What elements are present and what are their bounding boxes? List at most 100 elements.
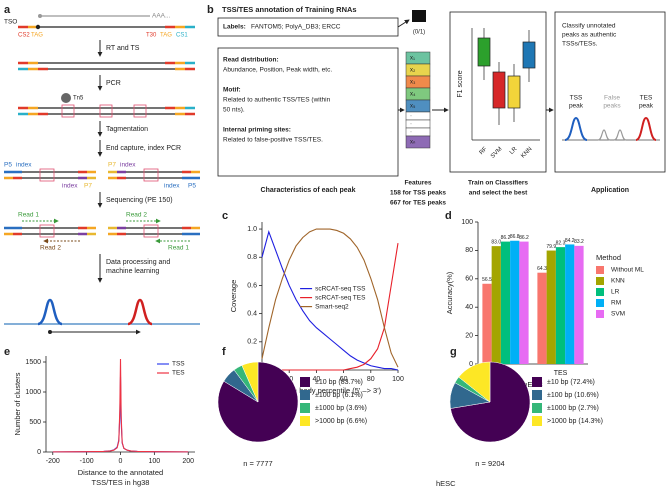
y-tick-label: 0 [37,449,41,456]
label: Internal priming sites: [223,127,291,134]
value-label: 56.5 [482,277,492,283]
x-tick-label: 60 [340,376,348,383]
bar [546,250,556,364]
label: Tn5 [73,96,84,102]
legend-label: KNN [611,278,625,285]
panel-label: g [450,346,457,358]
panel-label: f [222,346,226,358]
x-tick-label: 80 [367,376,375,383]
x-tick-label: 100 [149,458,161,465]
legend-swatch [532,377,542,387]
label-square [412,10,426,22]
x-tick-label: 0 [119,458,123,465]
label: x₁ [410,56,415,62]
label: (0/1) [413,30,425,36]
label: TSS [570,95,583,102]
legend-label: ±10 bp [547,379,568,386]
y-axis-label: Number of clusters [13,372,22,435]
insert [39,168,55,182]
tes-peak [127,298,153,326]
y-tick-label: 0.2 [247,339,257,346]
y-axis-label: Accuracy(%) [445,271,454,314]
value-label: 64.3 [537,266,547,272]
y-axis-label: Coverage [229,280,238,313]
y-tick-label: 0 [469,361,473,368]
arrow [397,19,410,28]
y-tick-label: 40 [465,304,473,311]
value-label: 86.8 [510,234,520,240]
x-tick-label: 40 [313,376,321,383]
line-series [262,243,399,371]
legend-label: Without ML [611,267,644,274]
value-label: 79.9 [546,244,556,250]
y-tick-label: 1000 [25,389,41,396]
legend-title: Method [596,253,621,262]
label: 667 for TES peaks [390,200,446,207]
label: FANTOM5; PolyA_DB3; ERCC [251,24,341,31]
label: LR [509,146,519,156]
label: CS1 [176,33,188,39]
legend-label: Smart-seq2 [315,303,349,310]
label: Related to false-positive TSS/TES. [223,137,323,144]
label: RF [479,146,489,156]
label: TAG [31,33,43,39]
value-label: 86.2 [501,235,511,241]
label: peaks as authentic [562,32,617,39]
insert [143,168,159,182]
legend-label: ±100 bp [547,392,572,399]
insert [99,104,113,118]
label: · [410,114,412,120]
label: and select the best [469,190,528,197]
label: Labels: [223,24,246,31]
label: Sequencing (PE 150) [106,197,173,204]
value-label: (10.6%) [574,392,599,399]
value-label: (14.3%) [578,418,603,425]
value-label: 82.3 [556,240,566,246]
x-tick-label: -200 [46,458,60,465]
label: F1 score [457,70,464,97]
characteristics-box [217,47,399,177]
label: Features [404,180,431,187]
legend-swatch [300,416,310,426]
shared-label: hESC [436,479,456,488]
bar [519,241,529,364]
label: Application [591,187,629,194]
rna-cap [38,14,42,18]
x-tick-label: -100 [80,458,94,465]
panel-label: e [4,346,10,358]
pie-slice [458,361,491,403]
legend-label: >1000 bp [547,418,576,425]
label: Read 1 [168,245,189,252]
label: TSO [4,19,17,26]
label: TES [640,95,653,102]
pie-note: n = 9204 [475,459,504,468]
label: Related to authentic TSS/TES (within [223,97,331,104]
label: index [16,162,32,169]
value-label: 86.2 [519,235,529,241]
label: x₄ [410,92,416,98]
label: AAA... [152,13,171,20]
label: Read 1 [18,212,39,219]
legend-swatch [532,416,542,426]
label: P7 [108,162,116,169]
legend-label: SVM [611,311,625,318]
label: RT and TS [106,45,140,52]
value-label: (6.1%) [342,392,363,399]
x-tick-label: 100 [392,376,404,383]
label: Read distribution: [223,57,279,64]
label: 50 nts). [223,107,245,114]
pie-slice [241,361,259,403]
bar [565,244,575,364]
bar [555,247,566,364]
label: Characteristics of each peak [261,187,356,194]
panel-label: d [445,210,452,222]
x-tick-label: 200 [182,458,194,465]
bar [500,241,511,364]
label: index [120,162,136,169]
y-tick-label: 500 [29,419,41,426]
y-tick-label: 0.4 [247,310,257,317]
application-box [554,11,666,173]
y-tick-label: 0.6 [247,282,257,289]
value-label: 83.0 [491,239,501,245]
panel-label: c [222,210,228,222]
